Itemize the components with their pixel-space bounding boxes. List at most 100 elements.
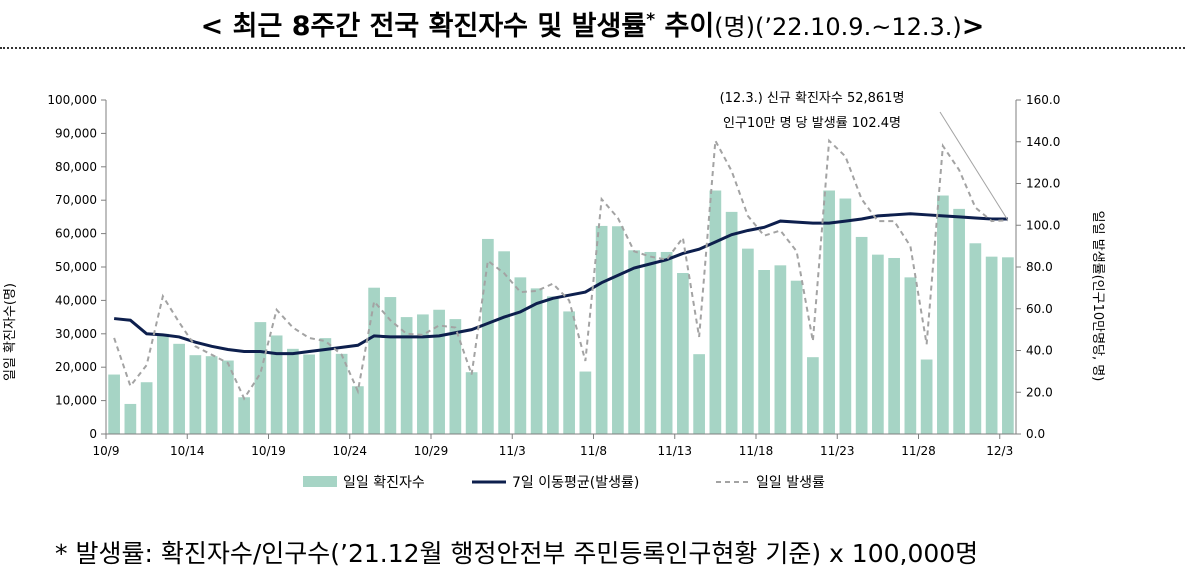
y2-tick-label: 20.0 bbox=[1026, 385, 1053, 399]
bar-11/11 bbox=[644, 251, 657, 434]
bar-10/29 bbox=[433, 309, 445, 434]
bar-11/25 bbox=[872, 254, 884, 434]
axes-group: 0 10,000 20,000 30,000 40,000 50,000 60,000 70,… bbox=[47, 93, 1060, 458]
bar-11/5 bbox=[547, 296, 559, 434]
y2-tick-label: 100.0 bbox=[1026, 218, 1060, 232]
y2-tick-label: 140.0 bbox=[1026, 135, 1060, 149]
bar-11/3 bbox=[514, 277, 527, 434]
annotation-line-2: 인구10만 명 당 발생률 102.4명 bbox=[723, 116, 901, 131]
bar-11/8 bbox=[595, 225, 608, 434]
bar-10/22 bbox=[319, 338, 332, 434]
bar-10/11 bbox=[140, 382, 153, 434]
bar-10/12 bbox=[157, 333, 169, 434]
title-star: * bbox=[646, 10, 656, 30]
bar-11/24 bbox=[855, 236, 868, 434]
y2-tick-label: 0.0 bbox=[1026, 427, 1045, 441]
bar-10/23 bbox=[335, 353, 348, 434]
bar-11/29 bbox=[937, 195, 949, 434]
x-tick-label: 11/28 bbox=[901, 444, 936, 458]
y-tick-label: 0 bbox=[89, 427, 97, 441]
bar-11/13 bbox=[677, 273, 689, 434]
bar-10/13 bbox=[173, 343, 185, 434]
bar-10/28 bbox=[417, 314, 429, 434]
bar-10/26 bbox=[384, 297, 397, 434]
y-tick-label: 60,000 bbox=[55, 227, 97, 241]
y-axis-label: 일일 확진자수(명) bbox=[3, 283, 18, 381]
bar-11/27 bbox=[904, 277, 917, 434]
bar-11/2 bbox=[498, 251, 510, 434]
bar-10/14 bbox=[189, 355, 202, 434]
bar-10/16 bbox=[222, 360, 234, 434]
bar-10/20 bbox=[287, 348, 299, 434]
y2-tick-label: 60.0 bbox=[1026, 302, 1053, 316]
legend-swatch-bar bbox=[303, 476, 337, 487]
bar-11/9 bbox=[612, 226, 624, 434]
bar-11/12 bbox=[660, 251, 673, 434]
bar-11/15 bbox=[709, 190, 722, 434]
bar-10/25 bbox=[368, 287, 380, 434]
x-tick-label: 11/8 bbox=[580, 444, 607, 458]
y-tick-label: 100,000 bbox=[47, 93, 97, 107]
bar-12/2 bbox=[985, 256, 998, 434]
x-tick-label: 12/3 bbox=[986, 444, 1013, 458]
y-tick-label: 20,000 bbox=[55, 360, 97, 374]
bar-11/23 bbox=[839, 198, 852, 434]
covid-chart: 0 10,000 20,000 30,000 40,000 50,000 60,000 70,… bbox=[3, 91, 1105, 491]
bar-11/14 bbox=[693, 354, 705, 434]
bar-11/18 bbox=[758, 270, 770, 434]
x-tick-label: 10/9 bbox=[93, 444, 120, 458]
bar-11/21 bbox=[807, 357, 819, 434]
x-tick-label: 11/13 bbox=[657, 444, 692, 458]
bar-11/26 bbox=[888, 257, 900, 434]
bar-11/10 bbox=[628, 250, 640, 434]
bar-12/3 bbox=[1002, 257, 1014, 434]
y2-axis-label: 일일 발생률(인구10만명당, 명) bbox=[1090, 211, 1105, 382]
y2-tick-label: 160.0 bbox=[1026, 93, 1060, 107]
y-tick-label: 10,000 bbox=[55, 394, 97, 408]
y-tick-label: 80,000 bbox=[55, 160, 97, 174]
title-tail: 추이 bbox=[655, 11, 715, 42]
y-tick-label: 30,000 bbox=[55, 327, 97, 341]
bar-10/10 bbox=[124, 403, 137, 434]
y2-tick-label: 120.0 bbox=[1026, 177, 1060, 191]
y-tick-label: 90,000 bbox=[55, 126, 97, 140]
bar-10/19 bbox=[270, 335, 283, 434]
bar-10/31 bbox=[465, 372, 478, 434]
bar-10/24 bbox=[352, 386, 364, 434]
bar-11/30 bbox=[953, 208, 965, 434]
annotation-leader-line bbox=[939, 111, 1009, 221]
bar-10/30 bbox=[449, 319, 462, 434]
bar-11/22 bbox=[823, 190, 835, 434]
bar-11/28 bbox=[920, 359, 933, 434]
title-close: > bbox=[961, 11, 985, 42]
bar-11/20 bbox=[790, 280, 803, 434]
bar-11/16 bbox=[725, 211, 738, 434]
bar-11/17 bbox=[742, 248, 754, 434]
bars-group bbox=[108, 190, 1014, 434]
bar-10/21 bbox=[303, 354, 315, 434]
bar-11/6 bbox=[563, 311, 575, 434]
series-line-daily-rate bbox=[113, 137, 1008, 401]
bar-11/7 bbox=[579, 371, 592, 434]
bar-10/15 bbox=[205, 356, 218, 434]
bar-12/1 bbox=[969, 243, 982, 434]
legend-label-average: 7일 이동평균(발생률) bbox=[512, 475, 639, 491]
chart-title: < 최근 8주간 전국 확진자수 및 발생률* 추이(명)(’22.10.9.~… bbox=[0, 4, 1185, 43]
x-tick-label: 11/3 bbox=[499, 444, 526, 458]
bar-11/4 bbox=[530, 288, 543, 434]
legend: 일일 확진자수 7일 이동평균(발생률) 일일 발생률 bbox=[303, 475, 825, 491]
legend-label-bar: 일일 확진자수 bbox=[343, 475, 425, 491]
bar-10/17 bbox=[238, 397, 250, 434]
y-tick-label: 70,000 bbox=[55, 193, 97, 207]
series-line-moving-average bbox=[113, 212, 1008, 356]
bar-11/1 bbox=[482, 238, 494, 434]
x-tick-label: 11/18 bbox=[739, 444, 774, 458]
bar-10/27 bbox=[400, 317, 413, 434]
title-unit-period: (명)(’22.10.9.~12.3.) bbox=[714, 13, 962, 41]
annotation-line-1: (12.3.) 신규 확진자수 52,861명 bbox=[720, 91, 905, 106]
x-tick-label: 10/19 bbox=[251, 444, 286, 458]
bar-11/19 bbox=[774, 265, 787, 434]
title-divider bbox=[0, 47, 1185, 49]
footnote: * 발생률: 확진자수/인구수(’21.12월 행정안전부 주민등록인구현황 기… bbox=[55, 539, 979, 568]
y2-tick-label: 80.0 bbox=[1026, 260, 1053, 274]
